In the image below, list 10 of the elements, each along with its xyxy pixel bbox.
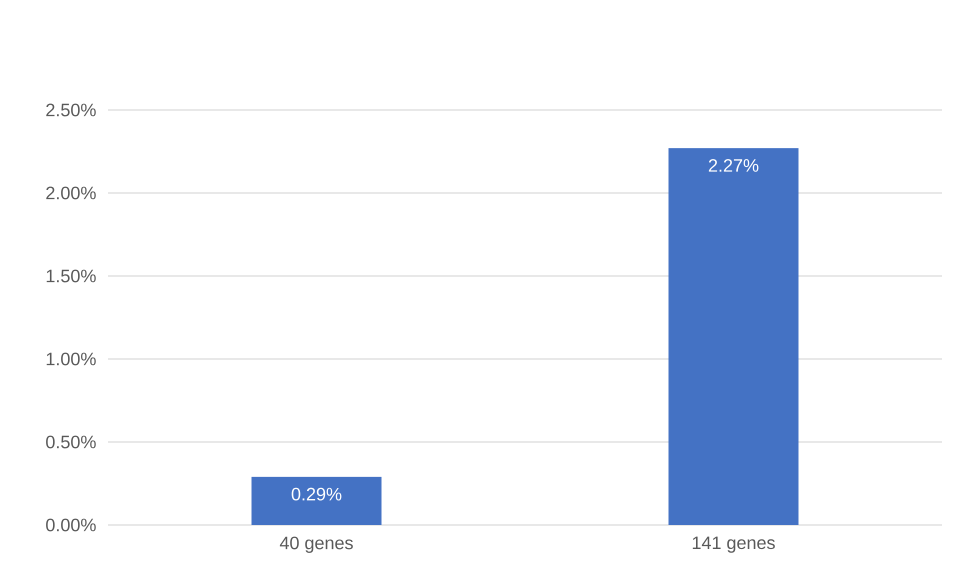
y-tick-label: 2.50% xyxy=(46,104,96,116)
y-tick-label: 1.50% xyxy=(46,270,96,282)
y-tick-label: 2.00% xyxy=(46,186,96,200)
y-tick-label: 0.00% xyxy=(46,518,96,532)
data-label: 0.29% xyxy=(292,488,342,501)
y-tick-label: 1.00% xyxy=(46,352,96,366)
data-label: 2.27% xyxy=(708,159,758,172)
y-tick-label: 0.50% xyxy=(46,436,96,448)
x-tick-label: 40 genes xyxy=(280,536,353,553)
x-tick-label: 141 genes xyxy=(692,536,775,553)
